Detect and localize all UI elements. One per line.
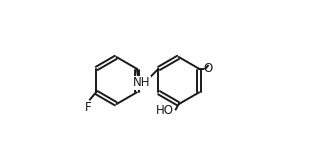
Text: F: F bbox=[85, 102, 92, 114]
Text: HO: HO bbox=[156, 104, 173, 117]
Text: O: O bbox=[203, 62, 212, 75]
Text: NH: NH bbox=[133, 76, 150, 89]
